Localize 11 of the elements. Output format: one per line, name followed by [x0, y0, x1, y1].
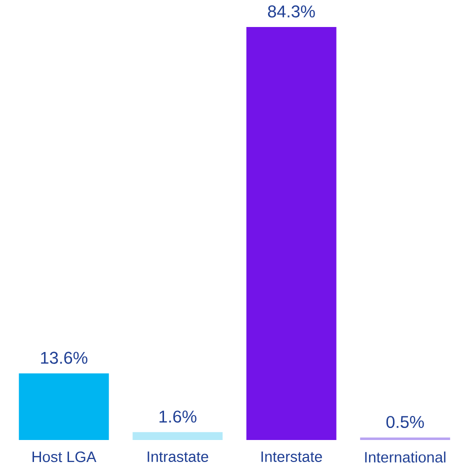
x-tick-label: Host LGA [32, 452, 96, 462]
x-tick-label: Interstate [261, 452, 322, 462]
x-tick-label: Intrastate [148, 452, 208, 462]
data-label: 84.3% [268, 5, 315, 18]
bar [132, 432, 223, 440]
data-label: 0.5% [386, 416, 424, 428]
bar [246, 27, 336, 440]
x-tick-label: International [365, 452, 446, 463]
data-label: 13.6% [41, 352, 88, 364]
data-label: 1.6% [160, 410, 196, 423]
bar [18, 373, 109, 440]
